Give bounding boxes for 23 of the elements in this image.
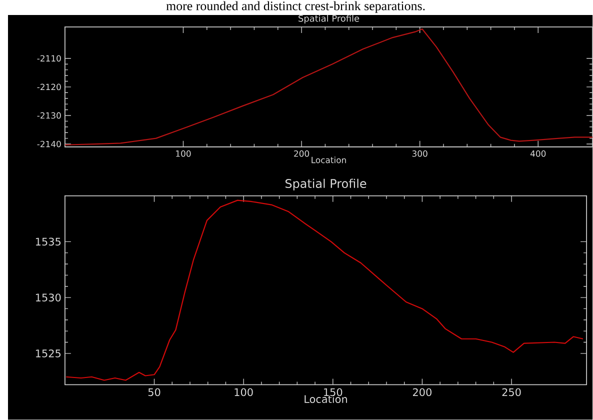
y-tick-label: -2110 <box>37 55 61 62</box>
x-tick-label: 150 <box>324 388 342 396</box>
text: more rounded and distinct crest-brink separations. <box>166 1 425 14</box>
x-tick-label: 200 <box>294 150 310 157</box>
line-series <box>64 28 593 146</box>
x-tick-label: 100 <box>176 150 191 157</box>
chart-title: Spatial Profile <box>298 14 360 24</box>
x-tick-label: 250 <box>502 388 521 396</box>
y-tick-label: -2130 <box>37 112 61 119</box>
y-tick-label: 1525 <box>36 350 61 358</box>
y-tick-label: -2120 <box>37 84 61 90</box>
x-axis-title: Location <box>312 156 346 164</box>
y-tick-label: 1530 <box>36 294 61 302</box>
x-axis-title: Location <box>304 395 347 404</box>
y-tick-label: 1535 <box>36 238 61 246</box>
x-tick-label: 300 <box>412 150 428 157</box>
x-tick-label: 200 <box>413 388 432 396</box>
x-tick-label: 50 <box>148 388 160 396</box>
line-series <box>65 200 584 381</box>
chart-title: Spatial Profile <box>286 178 366 191</box>
x-tick-label: 400 <box>530 150 546 157</box>
x-tick-label: 100 <box>234 388 253 396</box>
y-tick-label: -2140 <box>37 140 61 148</box>
